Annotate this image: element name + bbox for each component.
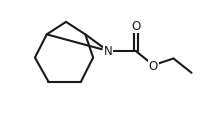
Text: N: N: [103, 45, 112, 58]
Text: O: O: [149, 59, 158, 72]
Text: O: O: [131, 20, 140, 33]
